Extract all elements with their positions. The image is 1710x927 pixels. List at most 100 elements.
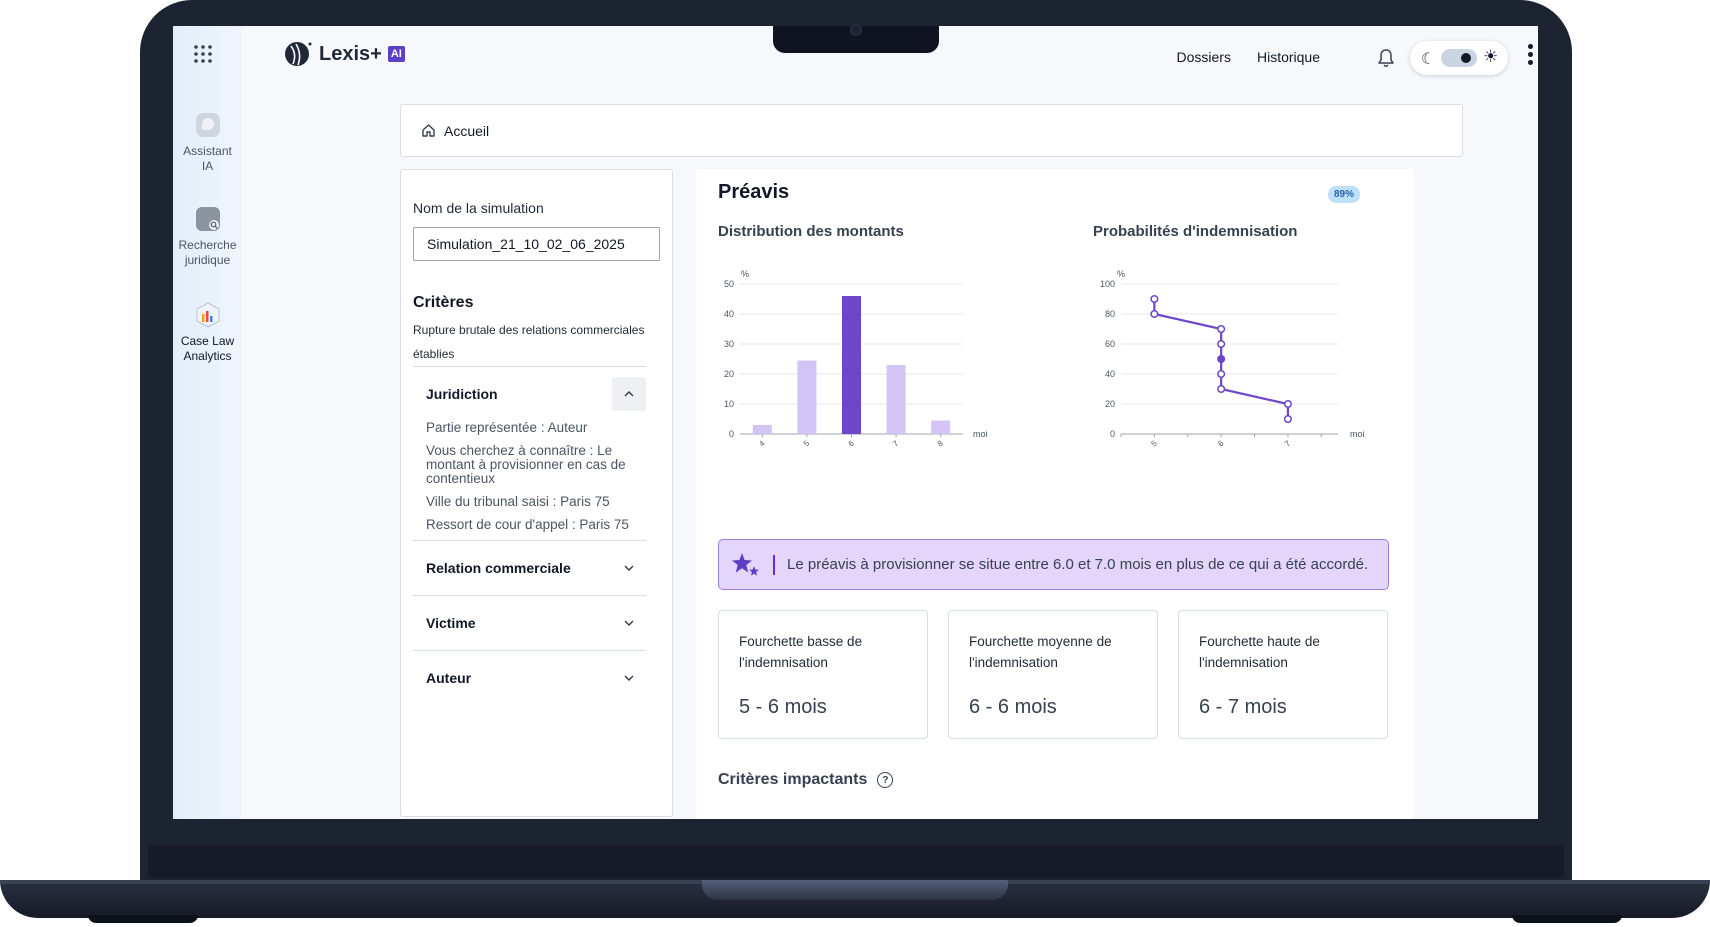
rail-item-analytics[interactable]: Case Law Analytics: [173, 302, 242, 364]
chevron-down-icon[interactable]: [612, 551, 646, 585]
criteria-title: Critères: [413, 294, 474, 311]
accordion-title: Relation commerciale: [426, 560, 571, 576]
logo-ai-badge: AI: [387, 46, 405, 62]
data-point: [1217, 339, 1226, 349]
impact-title-text: Critères impactants: [718, 771, 868, 788]
card-label: l'indemnisation: [1199, 655, 1288, 670]
rail-label: Analytics: [183, 349, 232, 363]
bar: [797, 360, 817, 434]
legal-search-icon: [195, 207, 220, 231]
range-card-mid: Fourchette moyenne de l'indemnisation 6 …: [948, 610, 1158, 739]
x-tick-label: 7: [1283, 438, 1293, 448]
chevron-down-icon[interactable]: [612, 606, 646, 640]
y-tick-label: 20: [1105, 399, 1115, 409]
impact-section-title: Critères impactants ?: [718, 771, 894, 789]
sim-name-label: Nom de la simulation: [413, 200, 544, 216]
chevron-down-icon[interactable]: [612, 661, 646, 695]
accordion-title: Juridiction: [426, 386, 498, 402]
card-value: 5 - 6 mois: [739, 696, 827, 718]
insight-divider: [773, 554, 775, 575]
x-tick-label: 8: [936, 438, 946, 448]
data-point: [1283, 399, 1292, 409]
data-point: [1150, 294, 1159, 304]
x-tick-label: 6: [1216, 438, 1226, 448]
analytics-icon: [196, 302, 219, 328]
x-tick-label: 5: [1149, 438, 1159, 448]
toggle-track[interactable]: [1441, 49, 1477, 67]
accordion-header[interactable]: Juridiction: [413, 367, 646, 421]
laptop-chin: [148, 846, 1564, 878]
x-axis-label: moi: [973, 429, 988, 439]
rail-item-assistant[interactable]: Assistant IA: [173, 112, 242, 174]
accordion-header[interactable]: Victime: [413, 596, 646, 650]
rail-label: IA: [201, 159, 214, 173]
laptop-foot-right: [1512, 915, 1622, 923]
assistant-icon: [195, 113, 220, 137]
line-chart: 0 20 40 60 80 100% moi 5 6 7: [1100, 269, 1365, 448]
chart-title-distribution: Distribution des montants: [718, 223, 904, 240]
criteria-line: Vous cherchez à connaître : Le montant à…: [426, 443, 626, 486]
x-tick-label: 6: [847, 438, 857, 448]
y-tick-label: 100: [1100, 279, 1115, 289]
criteria-line: Ressort de cour d'appel : Paris 75: [426, 517, 629, 532]
nav-dossiers[interactable]: Dossiers: [1176, 49, 1231, 65]
accordion-title: Victime: [426, 615, 476, 631]
accordion-header[interactable]: Relation commerciale: [413, 541, 646, 595]
help-icon[interactable]: ?: [877, 772, 894, 788]
sparkle-stars-icon: [732, 552, 759, 576]
y-tick-label: 0: [1110, 429, 1115, 439]
logo-text: Lexis+: [319, 42, 382, 65]
accordion-body: Partie représentée : Auteur Vous cherche…: [413, 421, 646, 553]
rail-label: Assistant: [183, 144, 232, 158]
accordion-relation-commerciale: Relation commerciale: [413, 540, 646, 595]
x-tick-label: 5: [802, 438, 812, 448]
insight-text: Le préavis à provisionner se situe entre…: [787, 556, 1369, 573]
bar: [842, 296, 861, 434]
accordion-title: Auteur: [426, 670, 472, 686]
range-card-low: Fourchette basse de l'indemnisation 5 - …: [718, 610, 928, 739]
lexis-logo-icon: [285, 42, 312, 66]
app-logo[interactable]: Lexis+ AI: [283, 40, 405, 68]
y-tick-label: 50: [724, 279, 734, 289]
breadcrumb-home[interactable]: Accueil: [444, 122, 490, 139]
accordion-victime: Victime: [413, 595, 646, 650]
rail-label: juridique: [184, 253, 231, 267]
laptop-foot-left: [88, 915, 198, 923]
card-label: Fourchette moyenne de: [969, 634, 1112, 649]
laptop-hinge-notch: [702, 880, 1008, 900]
data-point: [1217, 384, 1226, 394]
chart-title-probabilities: Probabilités d'indemnisation: [1093, 223, 1298, 240]
y-tick-label: 40: [724, 309, 734, 319]
theme-toggle[interactable]: ☾ ☀: [1410, 41, 1508, 75]
x-tick-label: 4: [757, 438, 767, 448]
x-tick-label: 7: [891, 438, 901, 448]
bar: [931, 420, 951, 434]
range-card-high: Fourchette haute de l'indemnisation 6 - …: [1178, 610, 1388, 739]
more-menu-icon[interactable]: [1528, 44, 1534, 68]
bell-icon[interactable]: [1377, 48, 1395, 68]
left-rail: Assistant IA Recherche juridique Case La…: [173, 26, 242, 819]
y-axis-label: %: [1117, 269, 1125, 279]
x-axis-label: moi: [1350, 429, 1365, 439]
y-tick-label: 40: [1105, 369, 1115, 379]
data-point: [1217, 324, 1226, 334]
chevron-up-icon[interactable]: [612, 377, 646, 411]
card-label: Fourchette haute de: [1199, 634, 1320, 649]
card-value: 6 - 7 mois: [1199, 696, 1287, 718]
nav-historique[interactable]: Historique: [1256, 49, 1320, 65]
header-nav: Dossiers Historique: [1177, 49, 1321, 65]
bar: [752, 425, 772, 434]
card-label: l'indemnisation: [739, 655, 828, 670]
confidence-badge: 89%: [1328, 186, 1361, 203]
apps-grid-icon[interactable]: [193, 44, 213, 64]
criteria-description: Rupture brutale des relations commercial…: [413, 323, 645, 361]
rail-item-legal-search[interactable]: Recherche juridique: [173, 206, 242, 268]
rail-label: Recherche: [178, 238, 237, 252]
home-icon[interactable]: [421, 123, 436, 138]
sim-name-input[interactable]: [413, 227, 660, 261]
bar: [886, 365, 906, 434]
accordion-header[interactable]: Auteur: [413, 651, 646, 705]
y-tick-label: 80: [1105, 309, 1115, 319]
y-tick-label: 10: [724, 399, 734, 409]
moon-icon: ☾: [1421, 51, 1436, 68]
